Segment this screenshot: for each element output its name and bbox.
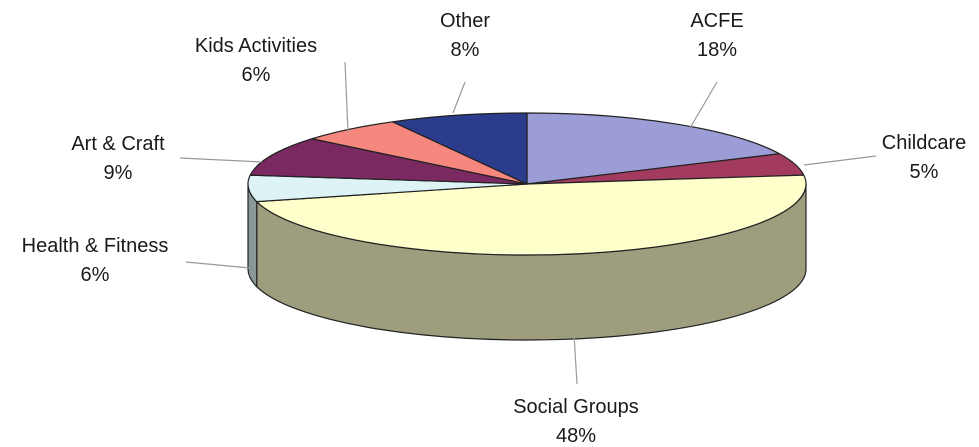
slice-label-childcare: Childcare (882, 132, 966, 154)
slice-label-other: Other (440, 10, 490, 32)
leader-lines (179, 61, 877, 385)
slice-value-other: 8% (451, 39, 480, 61)
slice-value-health-fitness: 6% (81, 264, 110, 286)
slice-value-acfe: 18% (697, 39, 737, 61)
slice-label-acfe: ACFE (690, 10, 743, 32)
leader-line-acfe (689, 81, 718, 129)
label-group-childcare: Childcare 5% (882, 132, 966, 183)
leader-line-other (452, 81, 466, 114)
slice-other (391, 112, 528, 185)
slice-art-craft (249, 138, 528, 185)
slice-label-kids-activities: Kids Activities (195, 35, 317, 57)
leader-line-art-craft (179, 157, 263, 163)
label-group-other: Other 8% (440, 10, 490, 61)
label-group-health-fitness: Health & Fitness 6% (22, 235, 169, 286)
leader-line-health-fitness (185, 261, 251, 269)
slice-label-art-craft: Art & Craft (71, 133, 165, 155)
slice-value-art-craft: 9% (104, 162, 133, 184)
pie-top-faces (247, 112, 807, 256)
label-group-acfe: ACFE 18% (690, 10, 743, 61)
slice-acfe (526, 112, 781, 185)
slice-label-health-fitness: Health & Fitness (22, 235, 169, 257)
slice-value-kids-activities: 6% (242, 64, 271, 86)
label-group-social-groups: Social Groups 48% (513, 396, 639, 447)
label-group-kids-activities: Kids Activities 6% (195, 35, 317, 86)
leader-line-kids-activities (344, 61, 349, 133)
slice-social-groups (256, 174, 807, 256)
slice-value-childcare: 5% (910, 161, 939, 183)
slice-label-social-groups: Social Groups (513, 396, 639, 418)
leader-line-social-groups (573, 333, 578, 385)
leader-line-childcare (803, 155, 877, 166)
label-group-art-craft: Art & Craft 9% (71, 133, 165, 184)
slice-value-social-groups: 48% (556, 425, 596, 447)
